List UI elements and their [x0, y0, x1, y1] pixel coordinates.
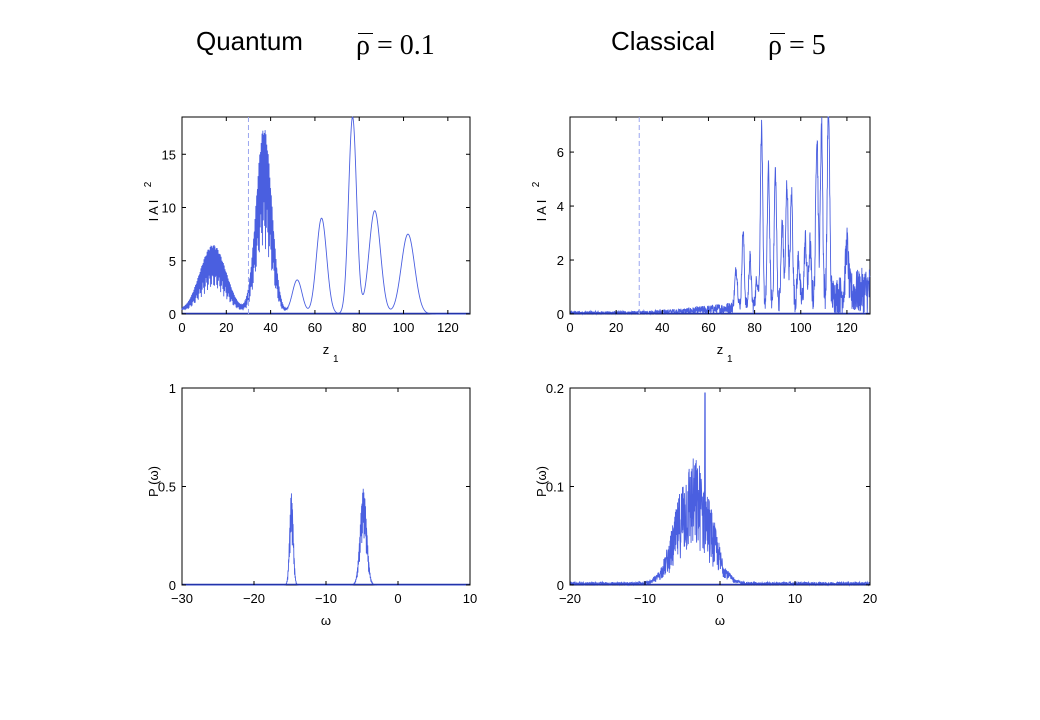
classical-spectrum-series-line [569, 392, 871, 587]
quantum-intensity-xlabel-sub: 1 [333, 354, 339, 365]
quantum-intensity-xlabel: z [323, 342, 330, 357]
quantum-spectrum-xtick-label: 0 [394, 591, 401, 606]
classical-intensity-ytick-label: 0 [557, 307, 564, 322]
rho-bar [770, 33, 785, 34]
classical-intensity-xtick-label: 120 [836, 320, 858, 335]
classical-spectrum-xtick-label: −20 [559, 591, 581, 606]
quantum-intensity-ytick-label: 0 [169, 307, 176, 322]
quantum-intensity-xtick-label: 0 [178, 320, 185, 335]
quantum-spectrum-ytick-label: 0.5 [158, 480, 176, 495]
quantum-intensity-series-line [181, 116, 470, 315]
quantum-intensity-ytick-label: 10 [162, 201, 176, 216]
quantum-spectrum-ylabel: P (ω) [146, 466, 161, 497]
classical-intensity-ytick-label: 2 [557, 253, 564, 268]
classical-spectrum-ylabel: P (ω) [534, 466, 549, 497]
classical-spectrum-ytick-label: 0 [557, 578, 564, 593]
quantum-rho-text: ρ = 0.1 [356, 30, 435, 61]
quantum-spectrum-ytick-label: 1 [169, 381, 176, 396]
classical-intensity-xtick-label: 0 [566, 320, 573, 335]
quantum-spectrum-xtick-label: −30 [171, 591, 193, 606]
quantum-intensity-xtick-label: 100 [393, 320, 415, 335]
quantum-intensity-xtick-label: 120 [437, 320, 459, 335]
quantum-title: Quantum [196, 26, 303, 56]
classical-intensity-xtick-label: 60 [701, 320, 715, 335]
quantum-intensity-ylabel-sup: 2 [143, 181, 154, 187]
classical-intensity-xlabel-sub: 1 [727, 354, 733, 365]
quantum-rho-label: ρ = 0.1 [356, 30, 435, 62]
classical-intensity-ytick-label: 4 [557, 199, 564, 214]
quantum-intensity-ylabel: I A I [146, 200, 161, 222]
quantum-intensity-ytick-label: 15 [162, 147, 176, 162]
quantum-spectrum-xtick-label: −20 [243, 591, 265, 606]
classical-intensity-series-line [569, 116, 871, 316]
classical-spectrum-xtick-label: 0 [716, 591, 723, 606]
classical-spectrum-xtick-label: 20 [863, 591, 877, 606]
quantum-spectrum-xtick-label: −10 [315, 591, 337, 606]
classical-spectrum-xlabel: ω [715, 613, 725, 628]
classical-intensity-xtick-label: 100 [790, 320, 812, 335]
classical-intensity-xtick-label: 40 [655, 320, 669, 335]
quantum-spectrum-xlabel: ω [321, 613, 331, 628]
quantum-intensity-xtick-label: 80 [352, 320, 366, 335]
rho-bar [358, 33, 373, 34]
classical-title: Classical [611, 26, 716, 56]
classical-intensity-xlabel: z [717, 342, 724, 357]
classical-intensity-panel: 0 20 40 60 80 100 120 0 2 4 6 z1 I A I 2 [531, 116, 871, 365]
quantum-spectrum-frame [181, 387, 471, 586]
quantum-intensity-ytick-label: 5 [169, 254, 176, 269]
classical-spectrum-xtick-label: 10 [788, 591, 802, 606]
classical-intensity-ylabel-sup: 2 [531, 181, 542, 187]
classical-spectrum-ytick-label: 0.2 [546, 381, 564, 396]
classical-rho-text: ρ = 5 [768, 30, 826, 61]
quantum-intensity-panel: 0 20 40 60 80 100 120 0 5 10 15 z1 I A I 2 [143, 116, 471, 365]
classical-intensity-xtick-label: 80 [747, 320, 761, 335]
classical-rho-label: ρ = 5 [768, 30, 826, 62]
quantum-spectrum-xtick-label: 10 [463, 591, 477, 606]
quantum-intensity-xtick-label: 20 [219, 320, 233, 335]
quantum-spectrum-ytick-label: 0 [169, 578, 176, 593]
classical-intensity-xtick-label: 20 [609, 320, 623, 335]
quantum-intensity-xtick-label: 60 [308, 320, 322, 335]
classical-spectrum-panel: −20 −10 0 10 20 0 0.1 0.2 ω P (ω) [534, 381, 877, 628]
classical-spectrum-ytick-label: 0.1 [546, 480, 564, 495]
quantum-spectrum-series-line [182, 488, 470, 586]
classical-intensity-ylabel: I A I [534, 200, 549, 222]
classical-spectrum-xtick-label: −10 [634, 591, 656, 606]
classical-intensity-ytick-label: 6 [557, 145, 564, 160]
quantum-spectrum-panel: −30 −20 −10 0 10 0 0.5 1 ω P (ω) [146, 381, 477, 628]
quantum-intensity-xtick-label: 40 [263, 320, 277, 335]
